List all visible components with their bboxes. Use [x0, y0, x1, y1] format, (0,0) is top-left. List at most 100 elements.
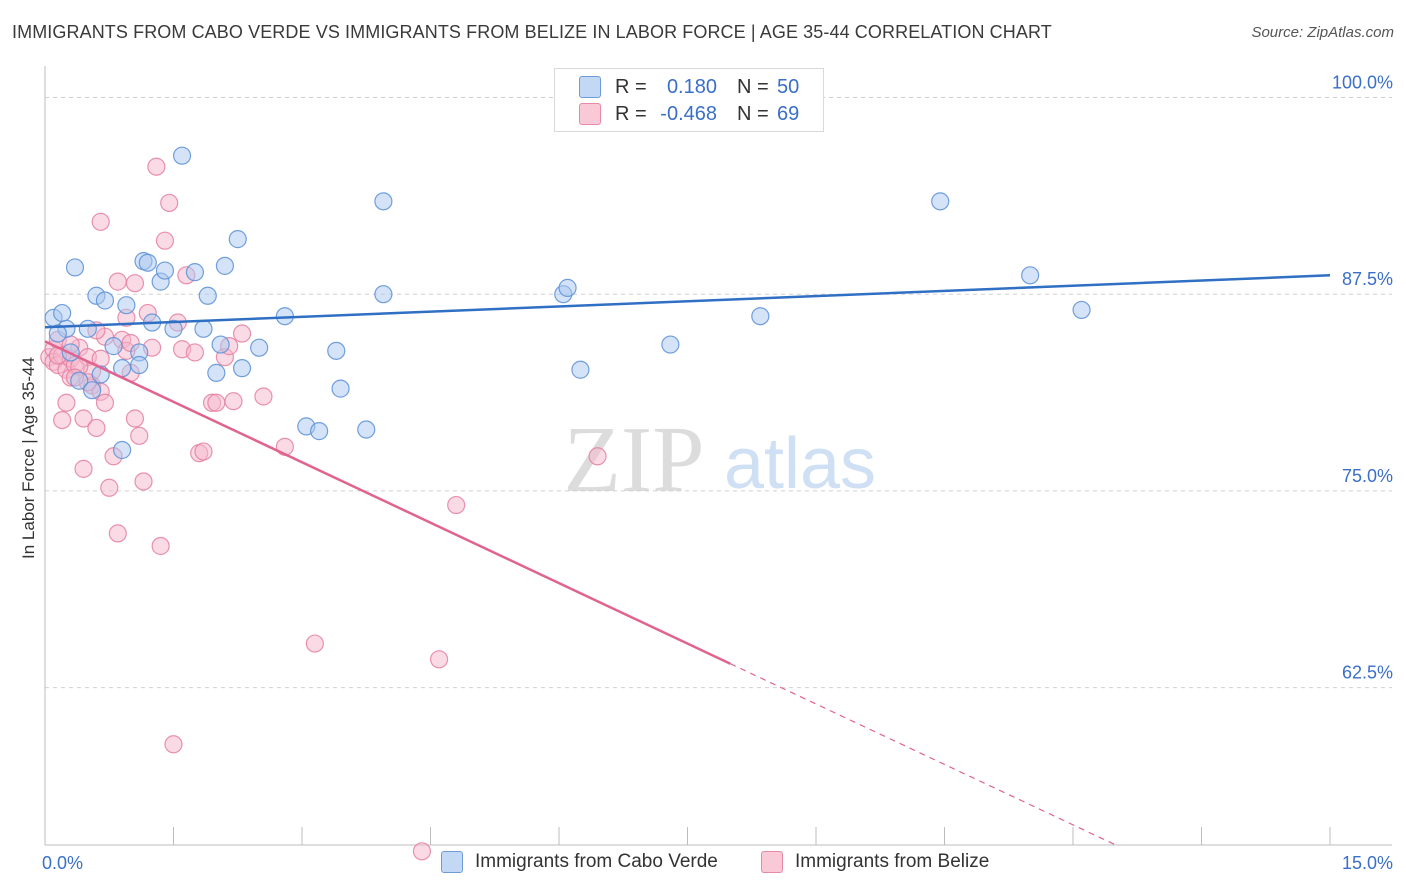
cabo-verde-point	[117, 296, 136, 315]
cabo-verde-point	[571, 360, 590, 379]
correlation-legend: R = 0.180 N = 50 R = -0.468 N = 69	[554, 68, 824, 132]
legend-item-belize[interactable]: Immigrants from Belize	[761, 851, 989, 873]
y-tick-label: 87.5%	[1342, 269, 1393, 289]
cabo-verde-point	[95, 291, 115, 310]
belize-point	[305, 634, 324, 653]
legend-series-label: Immigrants from Belize	[795, 851, 990, 872]
chart-title: IMMIGRANTS FROM CABO VERDE VS IMMIGRANTS…	[12, 22, 1052, 42]
cabo-verde-point	[374, 285, 393, 304]
legend-item-cabo-verde[interactable]: Immigrants from Cabo Verde	[441, 851, 718, 873]
cabo-verde-point	[1072, 300, 1091, 320]
belize-point	[74, 459, 93, 478]
legend-series-label: Immigrants from Cabo Verde	[475, 851, 718, 872]
cabo-verde-point	[83, 381, 102, 400]
cabo-verde-point	[211, 335, 230, 354]
belize-point	[588, 447, 607, 466]
cabo-verde-point	[558, 278, 577, 297]
cabo-verde-point	[194, 319, 213, 338]
cabo-verde-point	[130, 355, 149, 375]
legend-swatch-pink	[761, 851, 783, 873]
legend-r-label: R =	[615, 102, 647, 125]
cabo-verde-point	[327, 341, 346, 360]
x-tick-labels: 0.0% 15.0%	[42, 853, 1393, 873]
belize-point	[147, 157, 166, 176]
legend-swatch-blue	[579, 76, 601, 98]
legend-row-belize: R = -0.468 N = 69	[579, 100, 799, 128]
cabo-verde-point	[207, 363, 226, 382]
cabo-verde-point	[138, 253, 157, 272]
belize-point	[207, 393, 226, 412]
legend-n-label: N =	[737, 75, 769, 98]
belize-point	[108, 524, 127, 543]
x-tick-label-max: 15.0%	[1342, 853, 1393, 873]
legend-n-value: 69	[777, 102, 800, 125]
cabo-verde-point	[164, 319, 183, 338]
belize-point	[185, 343, 205, 362]
cabo-verde-point	[53, 303, 72, 323]
cabo-verde-point	[104, 337, 123, 356]
belize-point	[194, 442, 213, 461]
cabo-verde-point	[48, 324, 67, 343]
legend-swatch-blue	[441, 851, 463, 873]
legend-row-cabo-verde: R = 0.180 N = 50	[579, 73, 799, 101]
legend-r-value: 0.180	[666, 75, 717, 98]
legend-r-value: -0.468	[660, 102, 717, 125]
belize-point	[275, 437, 294, 456]
cabo-verde-point	[931, 192, 950, 211]
belize-point	[160, 193, 179, 213]
belize-point	[100, 478, 119, 497]
source-label: Source: ZipAtlas.com	[1251, 24, 1394, 41]
cabo-verde-point	[1021, 266, 1040, 285]
belize-point	[254, 387, 273, 406]
cabo-verde-point	[357, 420, 376, 439]
cabo-verde-trend-line	[44, 274, 1331, 329]
cabo-verde-point	[155, 261, 175, 280]
belize-points	[40, 157, 607, 861]
axes	[44, 66, 1392, 846]
watermark-atlas: atlas	[724, 424, 876, 504]
belize-point	[95, 393, 115, 412]
belize-point	[232, 324, 252, 343]
belize-trend-line	[44, 340, 731, 665]
watermark: ZIP atlas	[564, 408, 877, 512]
belize-point	[134, 472, 153, 491]
cabo-verde-point	[310, 422, 329, 441]
belize-point	[447, 495, 466, 515]
cabo-verde-point	[65, 258, 85, 277]
cabo-verde-point	[751, 307, 770, 326]
x-tick-label-min: 0.0%	[42, 853, 83, 873]
cabo-verde-point	[331, 379, 350, 398]
legend-n-value: 50	[777, 75, 800, 98]
belize-point	[91, 212, 110, 231]
legend-r-label: R =	[615, 75, 647, 98]
belize-point	[224, 392, 243, 411]
belize-point	[87, 418, 106, 438]
belize-point	[74, 409, 93, 428]
belize-trend-line-extension	[730, 663, 1117, 846]
cabo-verde-point	[228, 230, 247, 249]
cabo-verde-point	[661, 335, 680, 354]
cabo-verde-point	[250, 338, 269, 357]
series-legend: Immigrants from Cabo Verde Immigrants fr…	[0, 851, 1406, 879]
y-tick-label: 75.0%	[1342, 466, 1393, 486]
belize-point	[164, 735, 183, 754]
legend-swatch-pink	[579, 103, 601, 125]
cabo-verde-point	[198, 286, 217, 305]
belize-point	[57, 393, 76, 412]
cabo-verde-point	[215, 256, 234, 275]
belize-point	[130, 426, 149, 445]
belize-point	[53, 410, 72, 430]
cabo-verde-point	[112, 440, 132, 460]
belize-point	[125, 409, 145, 428]
cabo-verde-point	[70, 371, 89, 390]
belize-point	[108, 272, 127, 291]
cabo-verde-point	[374, 192, 393, 211]
cabo-verde-point	[172, 146, 192, 165]
cabo-verde-point	[185, 263, 205, 282]
belize-point	[155, 231, 175, 250]
legend-n-label: N =	[737, 102, 769, 125]
gridlines	[45, 96, 1392, 689]
trend-lines	[44, 274, 1331, 846]
cabo-verde-point	[232, 359, 252, 378]
